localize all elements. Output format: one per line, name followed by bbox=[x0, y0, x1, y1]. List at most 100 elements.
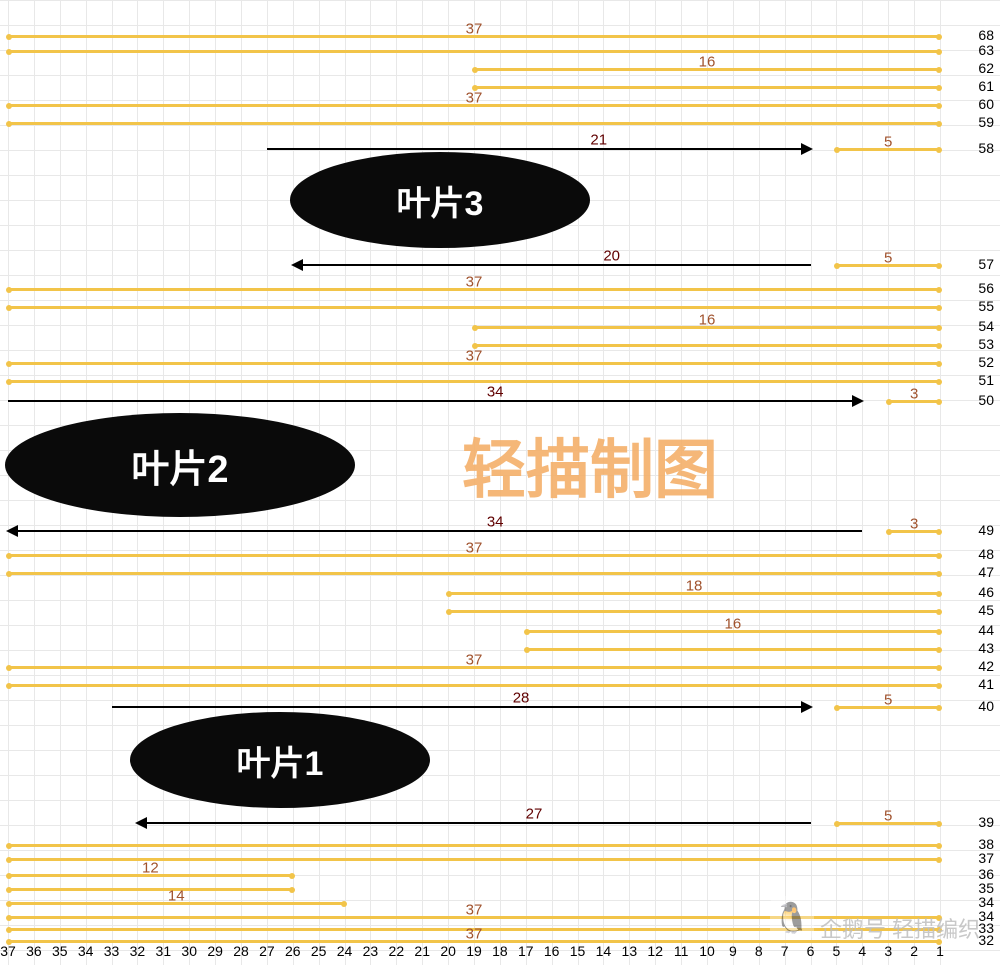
leaf-label-ellipse: 叶片1 bbox=[130, 712, 430, 808]
stitch-bar bbox=[8, 572, 940, 575]
row-number: 50 bbox=[978, 392, 994, 408]
x-axis-label: 20 bbox=[440, 943, 456, 959]
row-number: 62 bbox=[978, 60, 994, 76]
x-axis-label: 24 bbox=[337, 943, 353, 959]
x-axis-label: 17 bbox=[518, 943, 534, 959]
stitch-bar bbox=[474, 86, 940, 89]
x-axis-label: 16 bbox=[544, 943, 560, 959]
stitch-bar bbox=[448, 610, 940, 613]
arrow-count: 27 bbox=[526, 806, 543, 823]
x-axis-label: 28 bbox=[233, 943, 249, 959]
grid-line-v bbox=[500, 0, 501, 965]
grid-line-h bbox=[0, 375, 1000, 376]
grid-line-h bbox=[0, 75, 1000, 76]
x-axis-label: 3 bbox=[884, 943, 892, 959]
bar-count: 37 bbox=[466, 540, 483, 557]
x-axis-label: 19 bbox=[466, 943, 482, 959]
grid-line-h bbox=[0, 850, 1000, 851]
stitch-bar bbox=[8, 50, 940, 53]
bar-count: 3 bbox=[910, 516, 918, 533]
grid-line-h bbox=[0, 300, 1000, 301]
x-axis-label: 22 bbox=[389, 943, 405, 959]
x-axis-label: 23 bbox=[363, 943, 379, 959]
x-axis-label: 25 bbox=[311, 943, 327, 959]
arrow-count: 21 bbox=[590, 132, 607, 149]
direction-arrow bbox=[112, 706, 811, 708]
arrow-count: 20 bbox=[603, 248, 620, 265]
row-number: 60 bbox=[978, 96, 994, 112]
bar-count: 16 bbox=[699, 312, 716, 329]
grid-line-h bbox=[0, 600, 1000, 601]
row-number: 39 bbox=[978, 814, 994, 830]
x-axis-label: 29 bbox=[207, 943, 223, 959]
grid-line-v bbox=[785, 0, 786, 965]
bar-count: 12 bbox=[142, 860, 159, 877]
row-number: 45 bbox=[978, 602, 994, 618]
grid-line-h bbox=[0, 575, 1000, 576]
grid-line-v bbox=[474, 0, 475, 965]
arrow-count: 28 bbox=[513, 690, 530, 707]
bar-count: 37 bbox=[466, 652, 483, 669]
x-axis-label: 8 bbox=[755, 943, 763, 959]
row-number: 56 bbox=[978, 280, 994, 296]
grid-line-h bbox=[0, 550, 1000, 551]
stitch-bar bbox=[8, 888, 293, 891]
x-axis-label: 7 bbox=[781, 943, 789, 959]
x-axis-label: 32 bbox=[130, 943, 146, 959]
row-number: 51 bbox=[978, 372, 994, 388]
bar-count: 5 bbox=[884, 808, 892, 825]
row-number: 58 bbox=[978, 140, 994, 156]
bar-count: 37 bbox=[466, 902, 483, 919]
stitch-bar bbox=[8, 380, 940, 383]
x-axis-label: 5 bbox=[833, 943, 841, 959]
x-axis-label: 18 bbox=[492, 943, 508, 959]
x-axis-label: 34 bbox=[78, 943, 94, 959]
row-number: 54 bbox=[978, 318, 994, 334]
stitch-bar bbox=[8, 844, 940, 847]
bar-count: 16 bbox=[699, 54, 716, 71]
grid-line-v bbox=[733, 0, 734, 965]
bar-count: 3 bbox=[910, 386, 918, 403]
x-axis-label: 30 bbox=[181, 943, 197, 959]
row-number: 37 bbox=[978, 850, 994, 866]
row-number: 32 bbox=[978, 932, 994, 948]
grid-line-h bbox=[0, 0, 1000, 1]
direction-arrow bbox=[267, 148, 811, 150]
arrow-count: 34 bbox=[487, 384, 504, 401]
row-number: 53 bbox=[978, 336, 994, 352]
row-number: 61 bbox=[978, 78, 994, 94]
leaf-label-ellipse: 叶片2 bbox=[5, 413, 355, 517]
row-number: 49 bbox=[978, 522, 994, 538]
row-number: 48 bbox=[978, 546, 994, 562]
stitch-bar bbox=[8, 306, 940, 309]
row-number: 55 bbox=[978, 298, 994, 314]
x-axis-label: 13 bbox=[622, 943, 638, 959]
x-axis-label: 6 bbox=[807, 943, 815, 959]
grid-line-v bbox=[422, 0, 423, 965]
bar-count: 37 bbox=[466, 348, 483, 365]
x-axis-label: 2 bbox=[910, 943, 918, 959]
x-axis-label: 1 bbox=[936, 943, 944, 959]
stitch-bar bbox=[8, 122, 940, 125]
grid-line-v bbox=[552, 0, 553, 965]
x-axis-label: 11 bbox=[674, 943, 689, 959]
x-axis-label: 9 bbox=[729, 943, 737, 959]
bar-count: 18 bbox=[686, 578, 703, 595]
grid-line-v bbox=[862, 0, 863, 965]
x-axis-label: 37 bbox=[0, 943, 16, 959]
grid-line-v bbox=[8, 0, 9, 965]
bar-count: 5 bbox=[884, 250, 892, 267]
row-number: 42 bbox=[978, 658, 994, 674]
grid-line-v bbox=[914, 0, 915, 965]
grid-line-v bbox=[396, 0, 397, 965]
x-axis-label: 27 bbox=[259, 943, 275, 959]
bar-count: 37 bbox=[466, 21, 483, 38]
bar-count: 37 bbox=[466, 926, 483, 943]
grid-line-v bbox=[578, 0, 579, 965]
x-axis-label: 12 bbox=[647, 943, 663, 959]
grid-line-v bbox=[681, 0, 682, 965]
grid-line-h bbox=[0, 900, 1000, 901]
row-number: 41 bbox=[978, 676, 994, 692]
watermark-text: 企鹅号 轻描编织 bbox=[820, 912, 980, 944]
x-axis-label: 10 bbox=[699, 943, 715, 959]
